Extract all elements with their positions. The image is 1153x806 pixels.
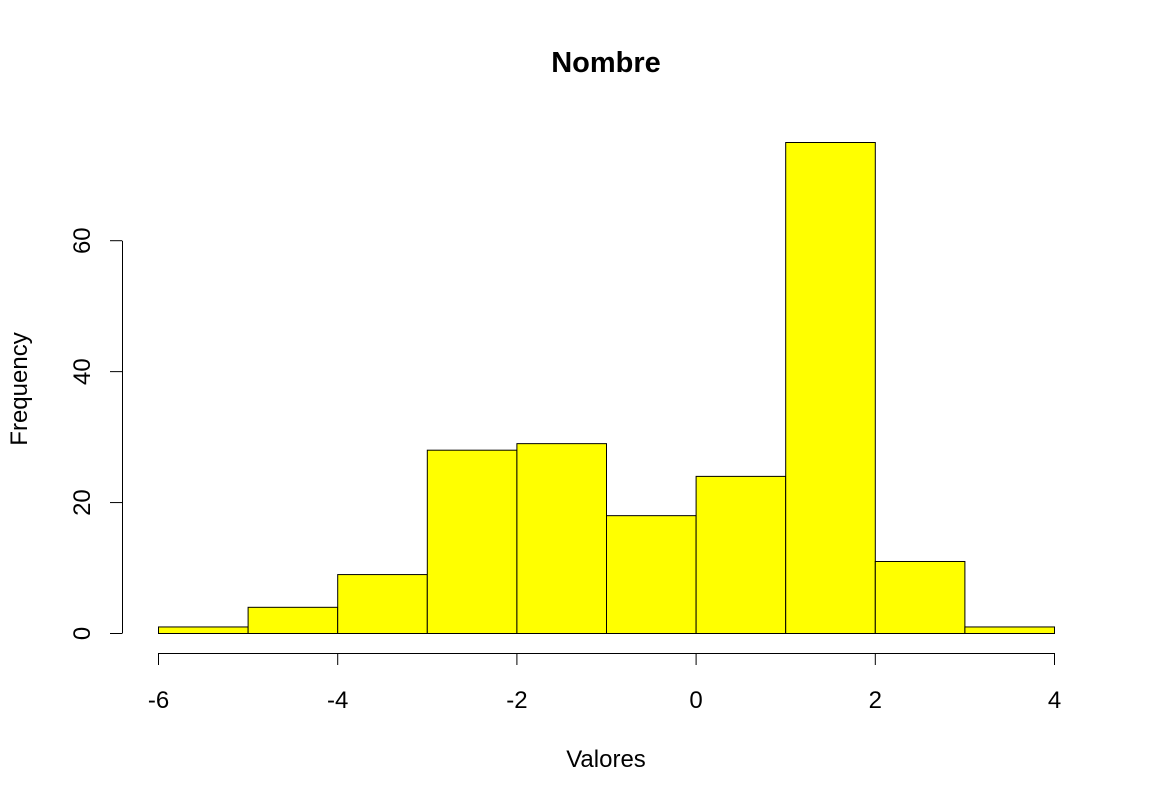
y-tick-label: 20	[69, 489, 96, 516]
histogram-bar	[695, 475, 787, 634]
y-tick-label: 40	[69, 358, 96, 385]
x-axis-label: Valores	[566, 746, 646, 773]
histogram-bar	[247, 606, 339, 635]
y-tick-label: 60	[69, 227, 96, 254]
histogram-bar	[964, 626, 1056, 634]
histogram-bar	[337, 574, 428, 635]
x-tick-label: 2	[869, 687, 882, 714]
histogram-bar	[606, 515, 697, 634]
x-tick-label: 0	[689, 687, 702, 714]
y-axis: 0 20 40 60	[69, 227, 123, 640]
bars-group	[158, 142, 1056, 635]
y-axis-label: Frequency	[6, 332, 33, 445]
y-tick-label: 0	[69, 627, 96, 640]
x-axis: -6 -4 -2 0 2 4	[148, 653, 1061, 714]
histogram-bar	[785, 142, 876, 634]
x-tick-label: -6	[148, 687, 169, 714]
x-tick-label: -2	[506, 687, 527, 714]
histogram-bar	[426, 449, 518, 634]
histogram-bar	[874, 560, 966, 635]
x-tick-label: -4	[327, 687, 348, 714]
chart-title: Nombre	[551, 47, 661, 79]
histogram-bar	[158, 626, 249, 634]
x-tick-label: 4	[1048, 687, 1061, 714]
histogram-bar	[516, 443, 608, 634]
